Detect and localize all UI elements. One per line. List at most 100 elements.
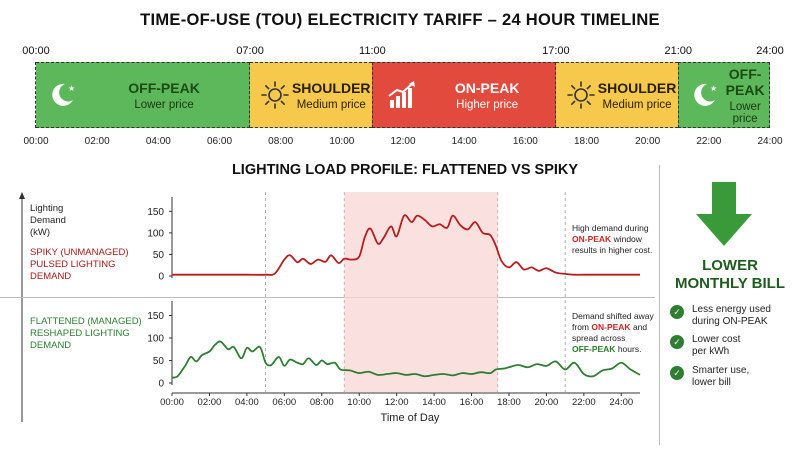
tou-band-name: SHOULDER (597, 79, 677, 96)
bill-title-line: MONTHLY BILL (674, 275, 785, 292)
tou-band-price: Lower price (134, 98, 194, 111)
svg-text:★: ★ (68, 84, 75, 93)
hour-tick-label: 20:00 (635, 136, 661, 147)
flat-series-line (171, 340, 641, 379)
hour-tick-label: 12:00 (390, 136, 416, 147)
x-tick-label: 16:00 (460, 397, 484, 408)
tou-band-shoulder: SHOULDER Medium price (555, 62, 679, 128)
x-tick-label: 04:00 (235, 397, 259, 408)
hour-tick-label: 06:00 (206, 136, 233, 147)
boundary-time-label: 21:00 (664, 45, 693, 57)
note-line: OFF-PEAK hours. (572, 344, 654, 355)
hour-tick-label: 22:00 (696, 136, 722, 147)
tou-band-name: ON-PEAK (454, 79, 520, 96)
benefit-text: Lower cost (692, 334, 741, 345)
tou-boundary-line (555, 62, 557, 128)
x-tick-label: 10:00 (347, 397, 371, 408)
boundary-time-label: 00:00 (22, 45, 50, 57)
sun-icon (250, 80, 290, 110)
spiky-series-line (171, 214, 640, 276)
spiky-label-line: SPIKY (UNMANAGED) (30, 247, 129, 258)
y-tick-label: 150 (147, 311, 164, 322)
note-line: spread across (572, 333, 626, 343)
benefit-text: Smarter use, (692, 365, 750, 376)
boundary-time-label: 24:00 (756, 45, 784, 57)
tou-band-price: Higher price (456, 98, 519, 111)
note-line: Demand shifted away (572, 311, 654, 321)
bill-benefit-item: ✓ Less energy used during ON-PEAK (670, 304, 771, 328)
check-icon: ✓ (670, 366, 684, 380)
spiky-label-line: DEMAND (30, 271, 72, 282)
hour-tick-label: 16:00 (512, 136, 538, 147)
bill-title-line: LOWER (702, 257, 758, 274)
tou-band-name: OFF-PEAK (725, 65, 765, 98)
flat-label-line: FLATTENED (MANAGED) (30, 316, 142, 327)
y-tick-label: 150 (147, 207, 164, 218)
flat-annotation: Demand shifted away from ON-PEAK and spr… (572, 311, 654, 355)
flat-label-line: DEMAND (30, 340, 72, 351)
tou-band-text: SHOULDER Medium price (290, 80, 372, 111)
boundary-time-label: 17:00 (542, 45, 570, 57)
y-tick-label: 50 (153, 356, 165, 367)
spiky-annotation: High demand during ON-PEAK window result… (572, 223, 652, 256)
hour-tick-label: 04:00 (145, 136, 171, 147)
moon-icon: ★ (678, 79, 720, 111)
x-tick-label: 14:00 (422, 397, 446, 408)
check-icon: ✓ (670, 305, 684, 319)
y-axis-label-line: (kW) (30, 227, 51, 238)
tou-boundary-line (769, 62, 771, 128)
x-tick-label: 00:00 (160, 397, 184, 408)
hour-tick-label: 02:00 (84, 136, 110, 147)
benefit-text: during ON-PEAK (692, 316, 768, 327)
y-axis-arrow (19, 192, 25, 422)
hour-tick-label: 24:00 (757, 136, 783, 147)
x-tick-label: 22:00 (572, 397, 596, 408)
note-highlight: OFF-PEAK (572, 344, 616, 354)
chart-title: LIGHTING LOAD PROFILE: FLATTENED VS SPIK… (231, 162, 579, 178)
y-axis-label: Lighting Demand (kW) (30, 203, 66, 239)
svg-text:★: ★ (710, 84, 717, 93)
tou-band-text: OFF-PEAK Lower price (720, 66, 770, 125)
y-tick-label: 50 (153, 250, 165, 261)
x-tick-label: 08:00 (310, 397, 334, 408)
note-text: from (572, 322, 592, 332)
tou-band-price: Medium price (296, 98, 366, 111)
tou-band-price: Lower price (729, 100, 761, 125)
x-tick-label: 18:00 (497, 397, 521, 408)
page-title: TIME-OF-USE (TOU) ELECTRICITY TARIFF – 2… (140, 11, 660, 29)
x-tick-label: 20:00 (535, 397, 559, 408)
tou-band-offpeak: ★ OFF-PEAK Lower price (36, 62, 251, 128)
y-tick-label: 100 (147, 334, 164, 345)
tou-band-offpeak: ★ OFF-PEAK Lower price (678, 62, 770, 128)
x-axis-title: Time of Day (380, 412, 440, 424)
rising-bar-chart-icon (372, 80, 418, 110)
tou-boundary-line (371, 62, 373, 128)
y-tick-label: 0 (158, 379, 164, 390)
benefit-text: per kWh (692, 346, 730, 357)
tou-band-price: Medium price (602, 98, 672, 111)
tou-band-text: SHOULDER Medium price (596, 80, 678, 111)
tou-boundary-line (677, 62, 679, 128)
note-highlight: ON-PEAK (572, 234, 612, 244)
y-tick-label: 0 (158, 272, 164, 283)
note-line: from ON-PEAK and (572, 322, 654, 333)
benefit-text: Less energy used (692, 304, 771, 315)
right-panel-divider (659, 165, 660, 445)
flat-label-line: RESHAPED LIGHTING (30, 328, 130, 339)
y-axis-label-line: Lighting (30, 203, 64, 214)
hour-tick-label: 00:00 (23, 136, 49, 147)
bill-benefit-item: ✓ Smarter use, lower bill (670, 365, 750, 389)
down-arrow-icon (696, 182, 752, 246)
flat-series-label: FLATTENED (MANAGED) RESHAPED LIGHTING DE… (30, 316, 142, 352)
y-axis-label-line: Demand (30, 215, 66, 226)
note-line: High demand during (572, 223, 649, 233)
spiky-series-label: SPIKY (UNMANAGED) PULSED LIGHTING DEMAND (30, 247, 129, 283)
note-line: results in higher cost. (572, 245, 653, 255)
note-highlight: ON-PEAK (591, 322, 631, 332)
tou-band-name: SHOULDER (291, 79, 371, 96)
hour-tick-label: 18:00 (573, 136, 600, 147)
tou-band-onpeak: ON-PEAK Higher price (372, 62, 556, 128)
tou-boundary-line (35, 62, 37, 128)
x-tick-label: 02:00 (198, 397, 222, 408)
